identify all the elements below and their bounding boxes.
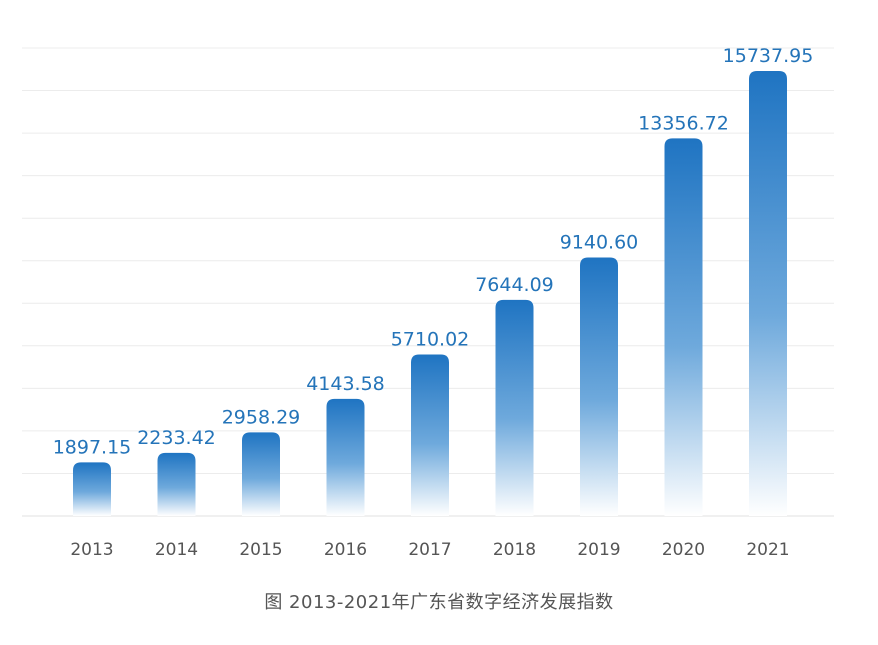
value-label-2020: 13356.72 bbox=[638, 112, 729, 134]
x-tick-label-2017: 2017 bbox=[408, 540, 451, 560]
bar-2013 bbox=[73, 462, 111, 516]
x-tick-label-2016: 2016 bbox=[324, 540, 367, 560]
bar-2017 bbox=[411, 354, 449, 516]
value-label-2017: 5710.02 bbox=[391, 329, 470, 351]
bar-2016 bbox=[326, 398, 365, 516]
x-tick-label-2019: 2019 bbox=[577, 540, 620, 560]
bar-2018 bbox=[495, 299, 534, 516]
x-tick-label-2020: 2020 bbox=[662, 540, 705, 560]
x-tick-label-2014: 2014 bbox=[155, 540, 198, 560]
bar-2015 bbox=[242, 432, 280, 516]
x-tick-label-2021: 2021 bbox=[746, 540, 789, 560]
bar-2019 bbox=[580, 257, 618, 516]
figure-caption: 图 2013-2021年广东省数字经济发展指数 bbox=[264, 592, 614, 613]
x-tick-label-2013: 2013 bbox=[70, 540, 113, 560]
x-axis-tick-labels: 2013 2014 2015 2016 2017 2018 2019 2020 2021 bbox=[70, 540, 789, 560]
value-label-2019: 9140.60 bbox=[560, 232, 639, 254]
bar-2021 bbox=[749, 71, 787, 516]
value-label-2014: 2233.42 bbox=[137, 427, 216, 449]
bars bbox=[73, 71, 787, 517]
value-label-2013: 1897.15 bbox=[53, 436, 132, 458]
value-label-2016: 4143.58 bbox=[306, 373, 385, 395]
x-tick-label-2015: 2015 bbox=[239, 540, 282, 560]
x-tick-label-2018: 2018 bbox=[493, 540, 536, 560]
bar-2014 bbox=[157, 452, 196, 516]
value-label-2015: 2958.29 bbox=[222, 406, 301, 428]
bar-2020 bbox=[664, 138, 703, 517]
value-label-2018: 7644.09 bbox=[475, 274, 554, 296]
value-label-2021: 15737.95 bbox=[723, 45, 814, 67]
